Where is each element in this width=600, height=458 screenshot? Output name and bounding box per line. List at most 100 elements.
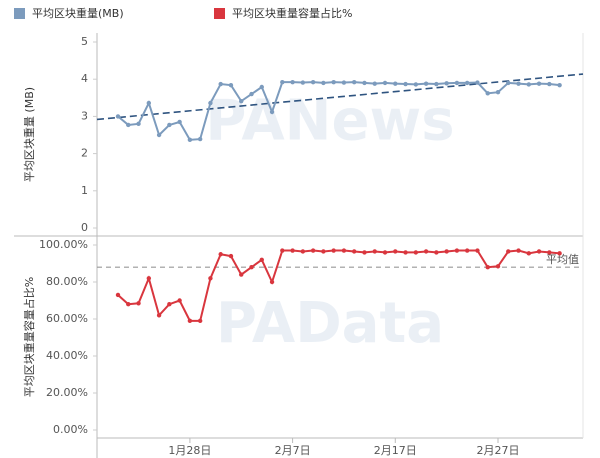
x-tick-label: 2月17日: [374, 444, 417, 457]
legend-swatch: [214, 8, 225, 19]
y-tick-label: 40.00%: [46, 349, 88, 362]
y-tick-label: 3: [81, 109, 88, 122]
data-point: [434, 250, 439, 255]
data-point: [331, 248, 336, 253]
data-point: [495, 90, 501, 95]
y-tick-label: 20.00%: [46, 386, 88, 399]
data-point: [321, 249, 326, 254]
data-point: [239, 98, 244, 104]
y-axis-title: 平均区块重量 (MB): [22, 87, 36, 182]
data-point: [475, 248, 480, 253]
data-point: [321, 80, 326, 86]
data-point: [187, 137, 193, 143]
data-point: [526, 82, 531, 87]
data-point: [516, 81, 521, 86]
data-point: [454, 248, 460, 253]
watermark: PANews: [205, 89, 454, 154]
y-tick-label: 80.00%: [46, 275, 88, 288]
data-point: [290, 248, 295, 253]
data-point: [423, 81, 429, 86]
data-point: [454, 80, 460, 86]
data-point: [136, 121, 141, 127]
data-point: [126, 302, 131, 307]
data-point: [464, 80, 470, 86]
data-point: [444, 81, 449, 86]
data-point: [506, 249, 511, 254]
data-point: [526, 251, 531, 256]
y-tick-label: 60.00%: [46, 312, 88, 325]
data-point: [536, 81, 542, 86]
data-point: [536, 249, 542, 254]
data-point: [495, 264, 501, 269]
trend-line: [96, 73, 584, 121]
data-point: [341, 80, 347, 85]
data-point: [557, 251, 562, 256]
watermark: PAData: [216, 291, 444, 356]
data-point: [547, 250, 552, 255]
data-point: [280, 79, 285, 85]
legend-swatch: [14, 8, 25, 19]
data-point: [362, 250, 367, 255]
data-point: [177, 119, 182, 125]
legend-label: 平均区块重量容量占比%: [232, 6, 352, 20]
data-point: [187, 318, 193, 324]
data-point: [341, 248, 347, 253]
data-point: [434, 81, 439, 87]
data-point: [506, 80, 511, 86]
data-point: [197, 318, 203, 324]
y-tick-label: 0: [81, 221, 88, 234]
data-point: [382, 80, 388, 86]
data-point: [485, 265, 490, 270]
y-tick-label: 0.00%: [53, 423, 88, 436]
data-point: [444, 249, 449, 254]
y-axis-title: 平均区块重量容量占比%: [22, 277, 36, 397]
data-point: [259, 84, 264, 90]
data-point: [403, 81, 408, 87]
data-point: [136, 301, 141, 306]
x-tick-label: 2月7日: [275, 444, 311, 457]
data-point: [167, 122, 172, 128]
data-point: [310, 248, 316, 253]
reference-label: 平均值: [546, 253, 579, 266]
data-point: [249, 91, 254, 97]
data-point: [156, 132, 162, 138]
data-point: [352, 79, 357, 85]
data-point: [197, 136, 203, 142]
data-point: [516, 248, 521, 253]
y-tick-label: 2: [81, 147, 88, 160]
data-point: [259, 257, 264, 262]
data-point: [423, 249, 429, 254]
y-tick-label: 1: [81, 184, 88, 197]
data-point: [362, 80, 367, 86]
data-point: [167, 302, 172, 307]
data-point: [382, 250, 388, 255]
data-point: [228, 253, 234, 259]
data-point: [208, 100, 213, 106]
data-point: [239, 272, 244, 277]
x-tick-label: 2月27日: [476, 444, 519, 457]
data-point: [208, 276, 213, 281]
data-point: [403, 250, 408, 255]
data-point: [177, 298, 182, 303]
data-point: [218, 81, 223, 87]
data-point: [413, 82, 419, 87]
data-point: [331, 79, 336, 85]
data-point: [547, 81, 552, 87]
y-tick-label: 100.00%: [39, 238, 88, 251]
data-point: [310, 79, 316, 85]
data-point: [218, 252, 223, 257]
data-point: [352, 249, 357, 254]
data-point: [249, 265, 254, 270]
data-point: [290, 79, 295, 85]
data-point: [115, 114, 121, 119]
x-tick-label: 1月28日: [168, 444, 211, 457]
data-point: [557, 82, 562, 88]
data-point: [156, 313, 162, 318]
data-point: [269, 279, 275, 285]
y-tick-label: 5: [81, 35, 88, 48]
data-point: [300, 249, 306, 254]
data-point: [393, 249, 398, 254]
data-point: [485, 91, 490, 96]
data-point: [464, 248, 470, 253]
